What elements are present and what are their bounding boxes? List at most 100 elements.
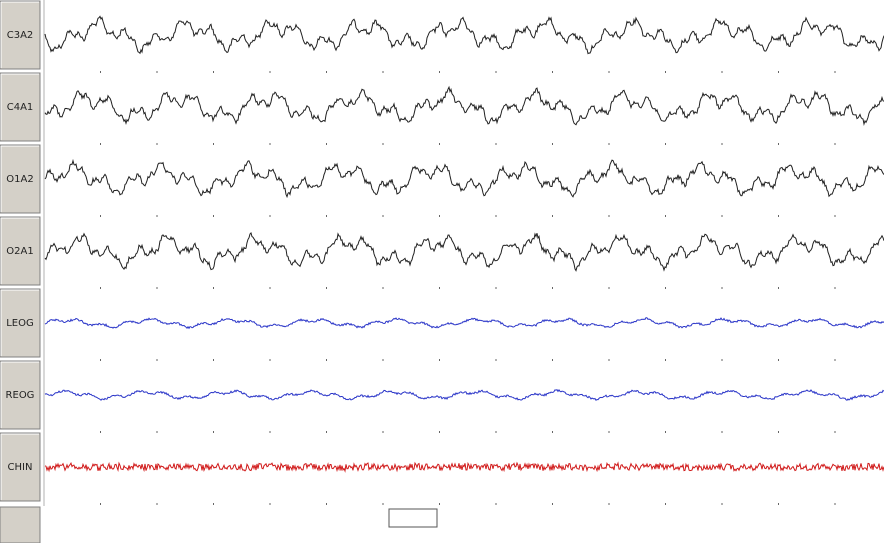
time-dot (778, 503, 779, 505)
time-dot (382, 143, 384, 145)
time-dot (439, 287, 440, 289)
time-dot (608, 215, 610, 217)
time-dot (721, 431, 723, 433)
time-dot (495, 359, 497, 361)
time-dot (326, 71, 327, 73)
time-dot (834, 503, 836, 505)
time-dot (552, 431, 553, 433)
time-dot (721, 287, 723, 289)
channel-button[interactable] (0, 0, 41, 70)
time-dot (100, 359, 101, 361)
time-dot (665, 503, 666, 505)
time-dot (665, 359, 666, 361)
signal-trace (44, 158, 884, 199)
time-dot (100, 503, 101, 505)
time-dot (495, 143, 497, 145)
time-dot (156, 359, 158, 361)
time-dot (721, 143, 723, 145)
channel-label: O1A2 (6, 174, 33, 185)
partial-button[interactable] (0, 506, 41, 543)
time-dot (382, 71, 384, 73)
time-dot (156, 215, 158, 217)
channel-label: LEOG (6, 318, 34, 329)
time-dot (721, 359, 723, 361)
time-dot (382, 503, 384, 505)
channel-button[interactable] (0, 72, 41, 142)
channel-button[interactable] (0, 216, 41, 286)
time-dot (100, 71, 101, 73)
time-dot (100, 287, 101, 289)
time-dot (269, 143, 271, 145)
time-dot (665, 431, 666, 433)
time-dot (156, 503, 158, 505)
signal-trace (44, 232, 884, 272)
signal-trace (44, 461, 884, 473)
time-dot (665, 287, 666, 289)
signal-trace (44, 85, 884, 126)
signal-trace (44, 317, 884, 330)
time-dot (552, 359, 553, 361)
channel-label: REOG (6, 390, 35, 401)
time-dot (326, 215, 327, 217)
time-dot (382, 359, 384, 361)
time-dot (326, 503, 327, 505)
time-dot (326, 431, 327, 433)
signal-trace (44, 15, 884, 55)
channel-label: C3A2 (7, 30, 34, 41)
time-dot (269, 215, 271, 217)
scale-box (388, 508, 438, 528)
time-dot (326, 143, 327, 145)
time-dot (834, 359, 836, 361)
time-dot (100, 215, 101, 217)
time-dot (213, 431, 214, 433)
time-dot (269, 71, 271, 73)
time-dot (495, 431, 497, 433)
time-dot (439, 359, 440, 361)
time-dot (495, 71, 497, 73)
channel-button[interactable] (0, 360, 41, 430)
time-dot (213, 143, 214, 145)
time-dot (778, 215, 779, 217)
time-dot (439, 143, 440, 145)
time-dot (778, 359, 779, 361)
time-dot (213, 215, 214, 217)
time-dot (439, 431, 440, 433)
time-dot (382, 287, 384, 289)
time-dot (213, 503, 214, 505)
channel-button[interactable] (0, 288, 41, 358)
time-dot (326, 287, 327, 289)
channel-label: O2A1 (6, 246, 33, 257)
time-dot (382, 431, 384, 433)
time-dot (439, 71, 440, 73)
time-dot (552, 287, 553, 289)
time-dot (665, 143, 666, 145)
time-dot (721, 71, 723, 73)
time-dot (608, 431, 610, 433)
time-dot (834, 287, 836, 289)
time-dot (721, 215, 723, 217)
time-dot (156, 71, 158, 73)
time-dot (495, 503, 497, 505)
time-dot (778, 143, 779, 145)
time-dot (834, 431, 836, 433)
time-dot (608, 503, 610, 505)
time-dot (778, 431, 779, 433)
channel-button[interactable] (0, 432, 41, 502)
time-dot (608, 71, 610, 73)
time-dot (608, 359, 610, 361)
time-dot (552, 71, 553, 73)
channel-button[interactable] (0, 144, 41, 214)
time-dot (721, 503, 723, 505)
time-dot (665, 215, 666, 217)
time-dot (778, 71, 779, 73)
time-dot (439, 215, 440, 217)
time-dot (608, 143, 610, 145)
time-dot (156, 431, 158, 433)
time-dot (213, 71, 214, 73)
time-dot (326, 359, 327, 361)
time-dot (665, 71, 666, 73)
time-dot (382, 215, 384, 217)
signal-trace (44, 389, 884, 402)
time-dot (834, 71, 836, 73)
